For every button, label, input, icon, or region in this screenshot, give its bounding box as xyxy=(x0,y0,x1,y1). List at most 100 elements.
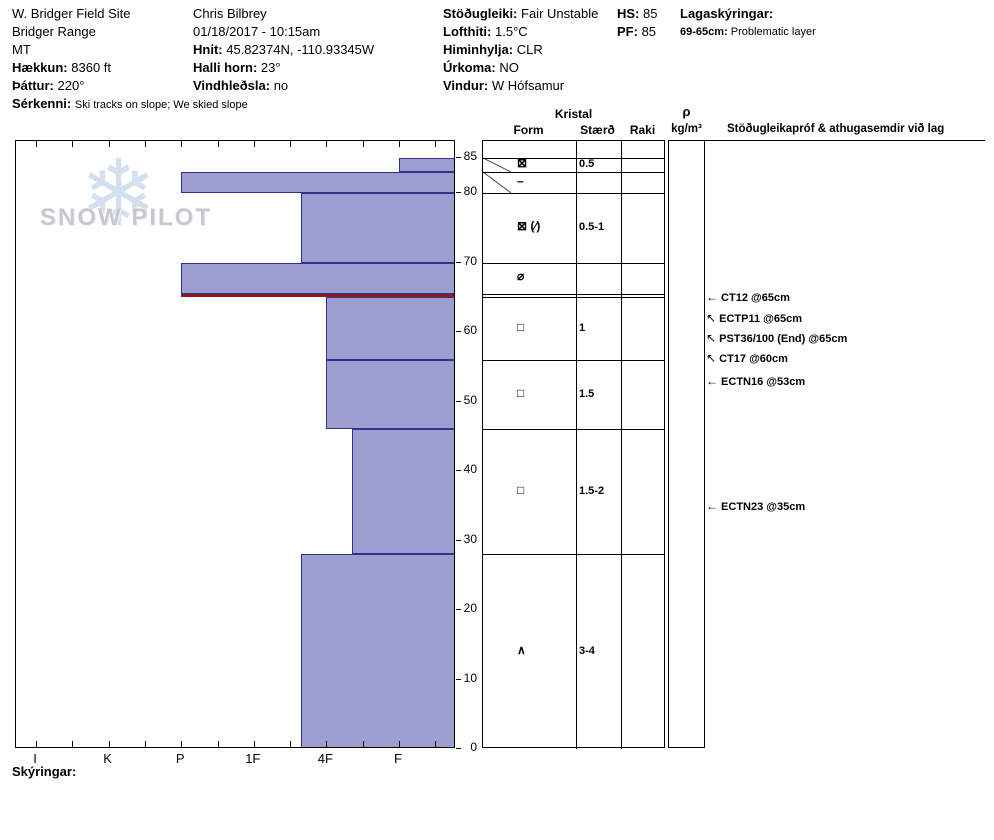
stability-test-result: ← ECTN23 @35cm xyxy=(706,497,805,515)
layer-boundary-line xyxy=(483,359,664,361)
depth-tick xyxy=(456,748,461,749)
moisture-header: Raki xyxy=(629,123,656,137)
layer-notes-title: Lagaskýringar: xyxy=(680,6,774,21)
test-label: ECTN23 @35cm xyxy=(718,500,806,513)
coordinates-value: 45.82374N, -110.93345W xyxy=(226,42,375,57)
hardness-layer-bar xyxy=(300,554,454,747)
snowflake-icon: ❄ xyxy=(80,143,158,245)
layer-boundary-line xyxy=(483,262,664,264)
hardness-minor-tick xyxy=(290,141,292,147)
aspect-label: Þáttur: xyxy=(12,78,54,93)
slope-angle-value: 23° xyxy=(260,60,281,75)
hardness-tick xyxy=(253,141,255,147)
hardness-minor-tick xyxy=(435,141,437,147)
form-size-divider xyxy=(576,141,577,749)
grain-size-value: 3-4 xyxy=(579,644,595,657)
layer-boundary-line xyxy=(483,429,664,431)
site-features: Sérkenni: Ski tracks on slope; We skied … xyxy=(12,95,248,114)
hardness-axis-label: F xyxy=(394,751,402,766)
hardness-layer-bar xyxy=(326,297,454,360)
grain-size-value: 0.5-1 xyxy=(579,220,605,233)
depth-tick xyxy=(456,678,461,680)
features-value: Ski tracks on slope; We skied slope xyxy=(74,99,248,111)
hardness-layer-bar xyxy=(326,359,454,430)
hardness-tick xyxy=(399,141,400,147)
hardness-minor-tick xyxy=(362,141,364,147)
depth-tick xyxy=(456,470,461,472)
grain-form-symbol: □ xyxy=(517,319,525,334)
grain-form-symbol: – xyxy=(517,173,524,188)
site-info: W. Bridger Field Site Bridger Range MT H… xyxy=(12,5,248,114)
depth-tick xyxy=(456,400,461,402)
size-moisture-divider xyxy=(621,141,622,749)
hardness-minor-tick xyxy=(72,141,74,147)
slope-angle-label: Halli horn: xyxy=(193,60,258,75)
test-label: CT12 @65cm xyxy=(718,292,790,305)
air-temp: Lofthiti: 1.5°C xyxy=(443,23,598,41)
wind-loading: Vindhleðsla: no xyxy=(193,77,374,95)
slope-angle: Halli horn: 23° xyxy=(193,59,374,77)
hardness-axis-label: P xyxy=(175,751,185,766)
hardness-minor-tick xyxy=(290,741,292,747)
hardness-tick xyxy=(181,741,183,747)
depth-axis-label: 85 xyxy=(463,149,477,164)
hardness-tick xyxy=(181,141,183,147)
features-label: Sérkenni: xyxy=(12,96,72,111)
stability-test-result: ↖ CT17 @60cm xyxy=(706,349,788,367)
hs-value: 85 xyxy=(643,6,658,21)
elevation-label: Hækkun: xyxy=(12,60,68,75)
hardness-layer-bar xyxy=(351,429,454,555)
depth-tick xyxy=(456,609,461,611)
density-symbol: ρ xyxy=(682,104,691,119)
stability-test-result: ↖ ECTP11 @65cm xyxy=(706,309,802,327)
test-arrow-icon: ↖ xyxy=(706,330,717,345)
form-header: Form xyxy=(513,123,544,137)
grain-table: ⊠ 0.5 – ⊠ (∕) 0.5-1 ⌀ □ 1 □ 1.5 □ 1.5-2 ∧ 3-4 xyxy=(482,140,665,749)
grain-form-symbol: □ xyxy=(517,482,525,497)
observer-info: Chris Bilbrey 01/18/2017 - 10:15am Hnit:… xyxy=(193,5,374,95)
hardness-tick xyxy=(326,741,328,747)
site-state: MT xyxy=(12,42,31,57)
site-range: Bridger Range xyxy=(12,24,96,39)
hardness-minor-tick xyxy=(144,141,146,147)
grain-form-symbol: ⊠ (∕) xyxy=(517,218,541,233)
site-elevation: Hækkun: 8360 ft xyxy=(12,59,248,77)
test-arrow-icon: ↖ xyxy=(706,311,717,326)
sky-cover: Himinhylja: CLR xyxy=(443,41,598,59)
coordinates-label: Hnit: xyxy=(193,42,223,57)
hardness-layer-bar xyxy=(399,158,454,173)
hs-label: HS: xyxy=(617,6,640,21)
air-temp-value: 1.5°C xyxy=(495,24,528,39)
hardness-minor-tick xyxy=(72,741,74,747)
elevation-value: 8360 ft xyxy=(71,60,112,75)
observer-name: Chris Bilbrey xyxy=(193,6,267,21)
depth-axis-label: 40 xyxy=(463,462,477,477)
depth-axis-label: 50 xyxy=(463,392,477,407)
density-unit: kg/m³ xyxy=(671,123,702,135)
snowpilot-watermark: ❄ SNOW PILOT xyxy=(30,148,260,266)
precipitation: Úrkoma: NO xyxy=(443,59,598,77)
row-connector-lines xyxy=(483,157,512,194)
air-temp-label: Lofthiti: xyxy=(443,24,492,39)
tests-header: Stöðugleikapróf & athugasemdir við lag xyxy=(727,123,945,135)
site-aspect: Þáttur: 220° xyxy=(12,77,248,95)
stability: Stöðugleiki: Fair Unstable xyxy=(443,5,598,23)
depth-tick xyxy=(456,539,461,541)
depth-axis-label: 0 xyxy=(470,740,477,754)
density-column xyxy=(668,140,705,748)
site-name: W. Bridger Field Site xyxy=(12,6,131,21)
watermark-text: SNOW PILOT xyxy=(40,204,212,231)
pf-label: PF: xyxy=(617,24,638,39)
layer-boundary-line xyxy=(483,158,664,160)
layer-boundary-line xyxy=(483,297,664,299)
layer-notes: Lagaskýringar: 69-65cm: Problematic laye… xyxy=(680,5,816,41)
stability-test-result: ↖ PST36/100 (End) @65cm xyxy=(706,329,847,347)
depth-tick xyxy=(456,261,461,263)
wind-label: Vindur: xyxy=(443,78,489,93)
depth-axis-label: 80 xyxy=(463,184,477,199)
wind-loading-label: Vindhleðsla: xyxy=(193,78,271,93)
hardness-layer-bar xyxy=(300,193,454,263)
grain-size-value: 1 xyxy=(579,321,586,334)
pit-from: PF: 85 xyxy=(617,23,657,41)
